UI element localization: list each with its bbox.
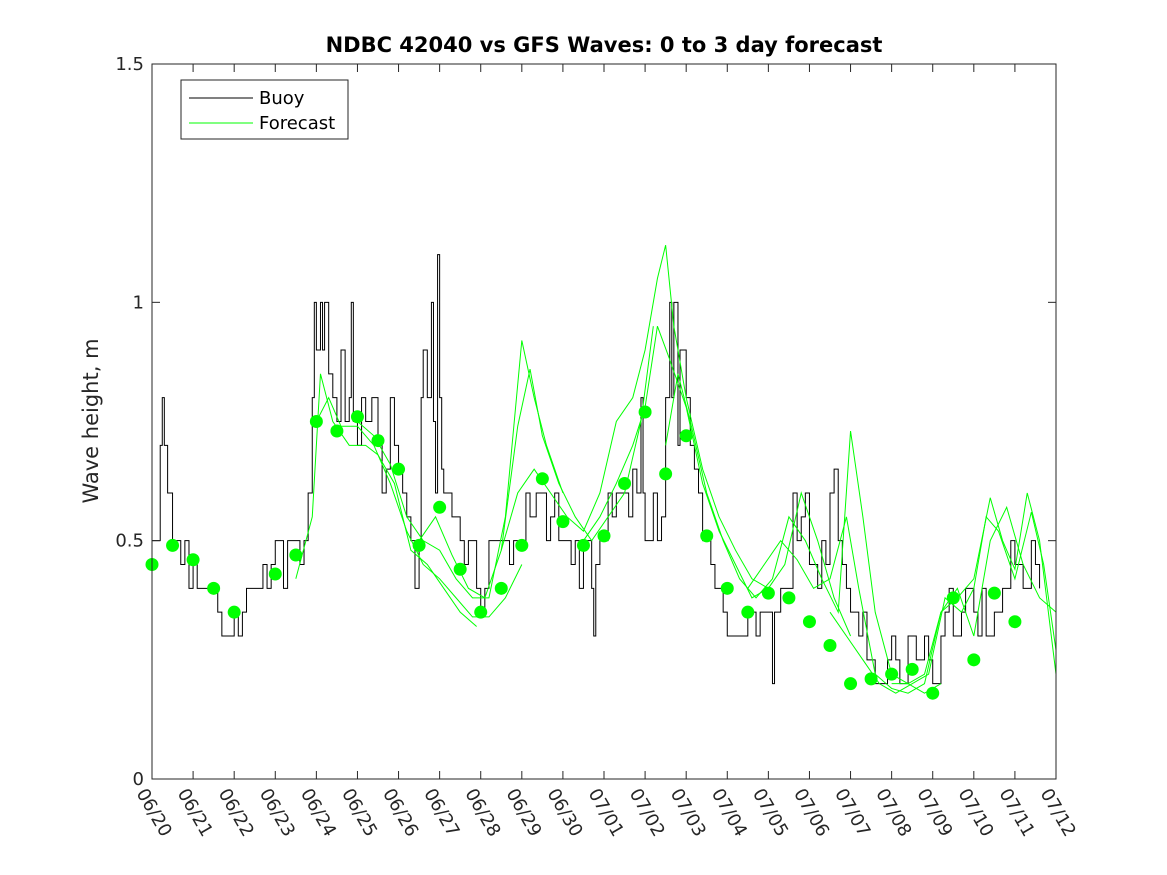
forecast-marker — [885, 667, 899, 681]
forecast-marker — [679, 429, 693, 443]
forecast-line-5 — [583, 325, 852, 637]
forecast-marker — [946, 591, 960, 605]
buoy-series — [152, 254, 1041, 685]
forecast-marker — [700, 529, 714, 543]
legend-buoy-label: Buoy — [259, 88, 305, 109]
forecast-marker — [802, 615, 816, 629]
forecast-marker — [453, 562, 467, 576]
forecast-marker — [207, 581, 221, 595]
forecast-marker — [987, 586, 1001, 600]
forecast-marker — [741, 605, 755, 619]
y-tick-label: 1 — [133, 292, 144, 313]
forecast-marker — [186, 553, 200, 567]
forecast-marker — [1008, 615, 1022, 629]
axes-background — [152, 64, 1056, 779]
forecast-marker — [474, 605, 488, 619]
forecast-marker — [967, 653, 981, 667]
forecast-marker — [535, 472, 549, 486]
forecast-marker — [659, 467, 673, 481]
forecast-marker — [350, 410, 364, 424]
legend-forecast-label: Forecast — [259, 113, 335, 134]
forecast-marker — [556, 515, 570, 529]
y-tick-label: 1.5 — [115, 54, 144, 75]
forecast-marker — [823, 639, 837, 653]
forecast-marker — [761, 586, 775, 600]
forecast-marker — [905, 662, 919, 676]
chart-title: NDBC 42040 vs GFS Waves: 0 to 3 day fore… — [326, 33, 883, 57]
y-tick-label: 0.5 — [115, 531, 144, 552]
y-tick-label: 0 — [133, 769, 144, 790]
forecast-marker — [720, 581, 734, 595]
forecast-marker — [864, 672, 878, 686]
plot-area — [145, 63, 1057, 780]
forecast-marker — [926, 686, 940, 700]
forecast-marker — [494, 581, 508, 595]
forecast-marker — [638, 405, 652, 419]
forecast-marker — [576, 538, 590, 552]
forecast-marker — [371, 434, 385, 448]
buoy-line — [152, 254, 1041, 685]
y-axis: 0 0.5 1 1.5 — [115, 54, 1056, 790]
forecast-marker — [412, 538, 426, 552]
forecast-line-2 — [357, 340, 564, 599]
forecast-marker — [515, 538, 529, 552]
forecast-marker — [289, 548, 303, 562]
forecast-line-8 — [829, 511, 1057, 694]
forecast-line-4 — [500, 245, 769, 589]
forecast-markers — [145, 405, 1022, 700]
legend: Buoy Forecast — [180, 79, 349, 140]
forecast-marker — [330, 424, 344, 438]
forecast-marker — [433, 500, 447, 514]
forecast-marker — [166, 538, 180, 552]
forecast-marker — [309, 415, 323, 428]
forecast-marker — [782, 591, 796, 605]
y-axis-label: Wave height, m — [79, 338, 103, 503]
forecast-marker — [844, 677, 858, 691]
forecast-marker — [227, 605, 241, 619]
forecast-marker — [618, 476, 632, 490]
forecast-marker — [268, 567, 282, 581]
forecast-marker — [392, 462, 406, 476]
forecast-marker — [597, 529, 611, 543]
legend-box — [180, 79, 349, 140]
forecast-line-9 — [891, 492, 1057, 685]
